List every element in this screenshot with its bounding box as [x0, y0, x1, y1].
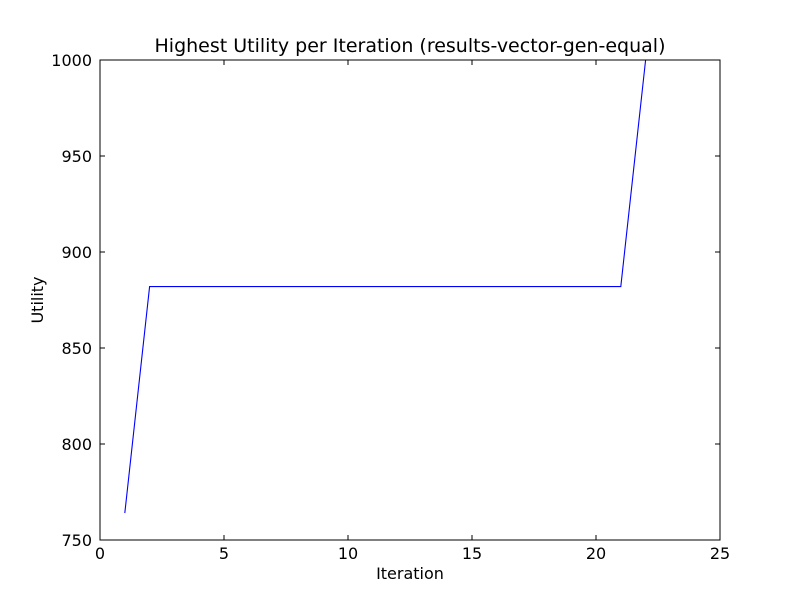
chart-title: Highest Utility per Iteration (results-v… — [155, 35, 666, 57]
x-axis-ticks: 0 5 10 15 20 25 — [95, 60, 730, 563]
y-tick-label: 750 — [61, 531, 92, 550]
y-tick-label: 850 — [61, 339, 92, 358]
plot-area-frame — [99, 59, 721, 541]
y-axis-label: Utility — [28, 276, 47, 323]
x-tick-label: 0 — [95, 544, 105, 563]
y-tick-label: 950 — [61, 147, 92, 166]
y-tick-label: 800 — [61, 435, 92, 454]
series-line — [124, 59, 720, 514]
x-tick-label: 10 — [338, 544, 358, 563]
y-axis-ticks: 750 800 850 900 950 1000 — [51, 51, 720, 550]
x-tick-label: 15 — [462, 544, 482, 563]
x-tick-label: 5 — [219, 544, 229, 563]
y-tick-label: 900 — [61, 243, 92, 262]
x-tick-label: 25 — [710, 544, 730, 563]
series-layer — [124, 59, 720, 514]
x-axis-label: Iteration — [376, 564, 444, 583]
x-tick-label: 20 — [586, 544, 606, 563]
y-tick-label: 1000 — [51, 51, 92, 70]
